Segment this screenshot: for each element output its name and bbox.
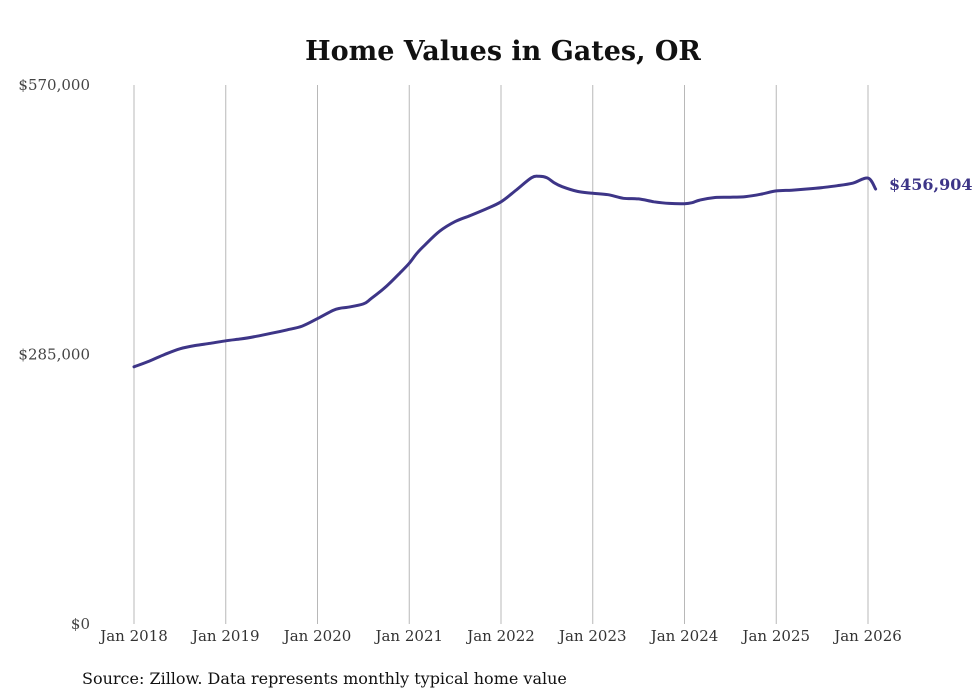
grid-lines — [133, 85, 869, 624]
x-tick-label: Jan 2023 — [557, 627, 627, 645]
x-tick-label: Jan 2019 — [190, 627, 260, 645]
x-tick-label: Jan 2021 — [373, 627, 443, 645]
y-tick-label: $570,000 — [18, 76, 90, 94]
home-value-line — [132, 174, 878, 369]
y-axis-ticks: $0 $285,000 $570,000 — [18, 76, 90, 633]
x-tick-label: Jan 2026 — [832, 627, 902, 645]
last-value-label: $456,904 — [889, 175, 973, 194]
x-tick-label: Jan 2022 — [465, 627, 535, 645]
x-tick-label: Jan 2024 — [649, 627, 719, 645]
y-tick-label: $0 — [71, 615, 90, 633]
x-tick-label: Jan 2020 — [282, 627, 352, 645]
x-tick-label: Jan 2025 — [740, 627, 810, 645]
x-axis-ticks: Jan 2018 Jan 2019 Jan 2020 Jan 2021 Jan 2022… — [98, 627, 902, 645]
y-tick-label: $285,000 — [18, 346, 90, 364]
chart-title: Home Values in Gates, OR — [305, 36, 701, 67]
x-tick-label: Jan 2018 — [98, 627, 168, 645]
source-note: Source: Zillow. Data represents monthly … — [82, 669, 567, 688]
